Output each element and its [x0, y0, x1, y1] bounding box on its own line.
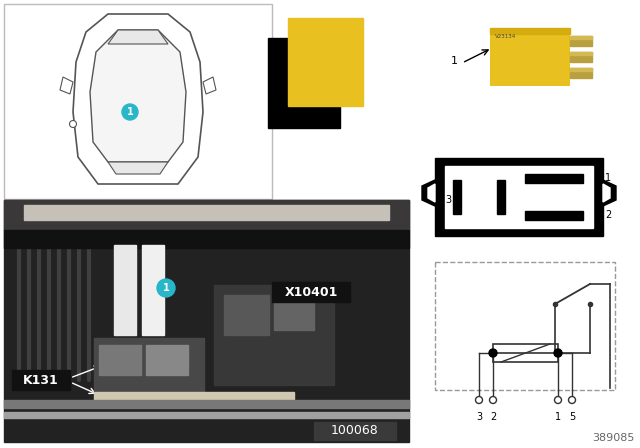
Polygon shape: [203, 77, 216, 94]
Polygon shape: [73, 14, 203, 184]
Bar: [490, 28, 570, 34]
Circle shape: [489, 349, 497, 357]
Bar: [4, 4, 272, 199]
Circle shape: [476, 396, 483, 404]
Bar: [94, 392, 294, 402]
Bar: [445, 166, 593, 228]
Text: K131: K131: [23, 374, 59, 387]
Bar: [94, 338, 204, 393]
Polygon shape: [422, 180, 435, 206]
Text: 3: 3: [445, 195, 451, 205]
Text: 1: 1: [163, 283, 170, 293]
Circle shape: [568, 396, 575, 404]
Text: 1: 1: [451, 56, 458, 66]
Bar: [493, 344, 558, 362]
Circle shape: [70, 121, 77, 128]
Bar: [453, 180, 461, 214]
Bar: [570, 52, 592, 55]
Bar: [525, 211, 583, 220]
Circle shape: [554, 396, 561, 404]
Bar: [525, 174, 583, 183]
Text: X10401: X10401: [284, 285, 338, 298]
Bar: [570, 68, 592, 71]
Text: V23134: V23134: [495, 34, 516, 39]
Bar: [570, 36, 592, 46]
Text: 3: 3: [476, 412, 482, 422]
Circle shape: [122, 104, 138, 120]
Bar: [570, 52, 592, 62]
Bar: [224, 295, 269, 335]
Circle shape: [157, 279, 175, 297]
Bar: [435, 158, 603, 236]
Bar: [288, 18, 363, 106]
Bar: [570, 68, 592, 78]
Polygon shape: [603, 180, 616, 206]
Bar: [274, 300, 314, 330]
Text: 389085: 389085: [593, 433, 635, 443]
Bar: [497, 180, 505, 214]
Text: 5: 5: [569, 412, 575, 422]
Bar: [4, 230, 409, 248]
Text: 5: 5: [497, 195, 503, 205]
Bar: [268, 38, 340, 128]
Polygon shape: [603, 184, 610, 202]
Text: 2: 2: [605, 210, 611, 220]
Polygon shape: [428, 184, 435, 202]
Polygon shape: [90, 30, 186, 162]
Bar: [4, 400, 409, 408]
Bar: [146, 345, 188, 375]
Text: 1: 1: [555, 412, 561, 422]
Circle shape: [490, 396, 497, 404]
Bar: [114, 245, 136, 335]
Bar: [490, 28, 570, 86]
Polygon shape: [108, 162, 168, 174]
Bar: [4, 200, 409, 442]
Text: 2: 2: [490, 412, 496, 422]
Text: 100068: 100068: [331, 425, 379, 438]
Bar: [4, 200, 409, 230]
Bar: [12, 370, 70, 390]
Polygon shape: [108, 30, 168, 44]
Bar: [4, 412, 409, 418]
Bar: [435, 262, 615, 390]
Bar: [570, 36, 592, 39]
Text: 1: 1: [127, 107, 133, 117]
Bar: [99, 345, 141, 375]
Bar: [314, 422, 396, 440]
Bar: [24, 205, 389, 220]
Circle shape: [554, 349, 562, 357]
Polygon shape: [60, 77, 73, 94]
Bar: [272, 282, 350, 302]
Text: 1: 1: [605, 173, 611, 183]
Bar: [142, 245, 164, 335]
Bar: [214, 285, 334, 385]
